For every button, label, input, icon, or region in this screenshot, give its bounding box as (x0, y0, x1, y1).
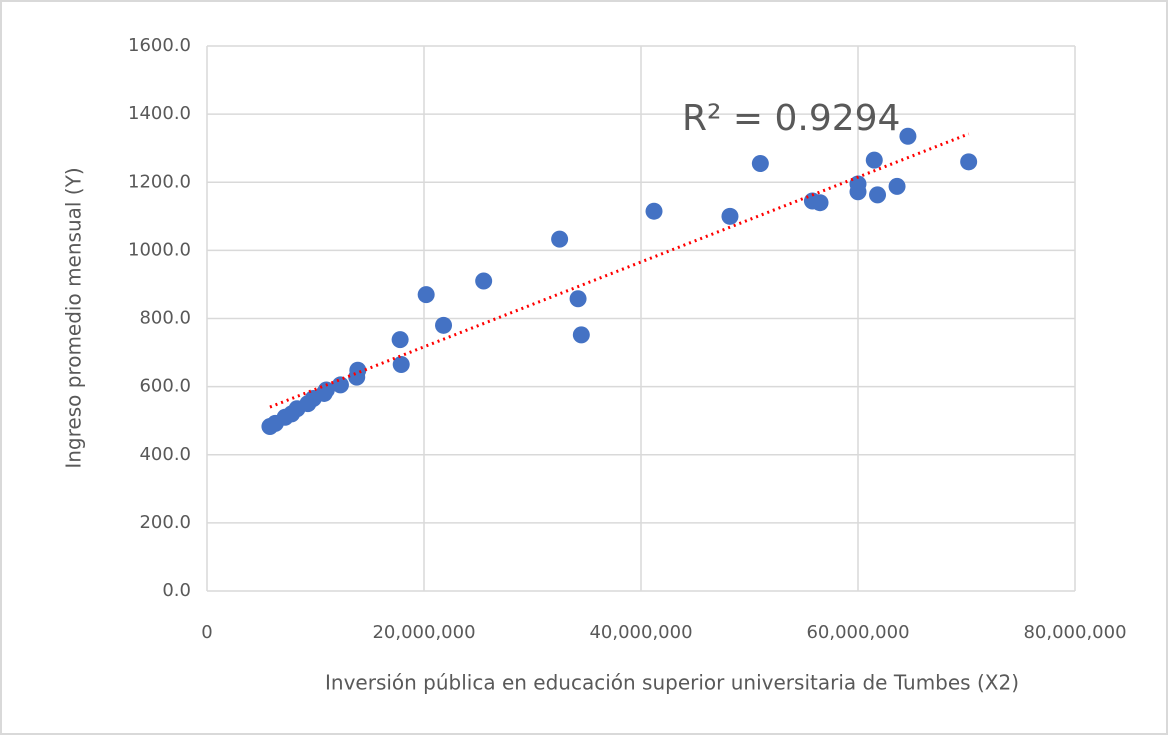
y-tick-label: 400.0 (139, 444, 191, 465)
x-tick-label: 0 (201, 622, 212, 643)
point (899, 127, 917, 145)
point (960, 153, 978, 171)
x-tick-label: 80,000,000 (1023, 622, 1126, 643)
point (417, 286, 435, 304)
point (865, 151, 883, 169)
y-tick-label: 800.0 (139, 308, 191, 329)
point (331, 376, 349, 394)
point (349, 361, 367, 379)
y-tick-label: 600.0 (139, 376, 191, 397)
point (645, 202, 663, 220)
trendline (269, 132, 970, 409)
point (317, 381, 335, 399)
point (721, 207, 739, 225)
point (475, 272, 493, 290)
point (849, 183, 867, 201)
y-tick-label: 0.0 (162, 580, 191, 601)
y-tick-label: 1400.0 (128, 103, 191, 124)
y-tick-label: 1000.0 (128, 239, 191, 260)
point (869, 186, 887, 204)
point (888, 177, 906, 195)
point (551, 230, 569, 248)
point (572, 326, 590, 344)
x-tick-label: 60,000,000 (806, 622, 909, 643)
x-tick-label: 40,000,000 (589, 622, 692, 643)
y-tick-label: 1200.0 (128, 171, 191, 192)
x-axis-title: Inversión pública en educación superior … (325, 671, 1019, 695)
point (391, 331, 409, 349)
point (392, 355, 410, 373)
r-squared: R² = 0.9294 (682, 98, 900, 139)
point (811, 194, 829, 212)
y-axis-title: Ingreso promedio mensual (Y) (62, 167, 86, 468)
x-tick-label: 20,000,000 (372, 622, 475, 643)
point (751, 155, 769, 173)
point (435, 316, 453, 334)
point (569, 290, 587, 308)
y-tick-label: 200.0 (139, 512, 191, 533)
y-tick-label: 1600.0 (128, 35, 191, 56)
